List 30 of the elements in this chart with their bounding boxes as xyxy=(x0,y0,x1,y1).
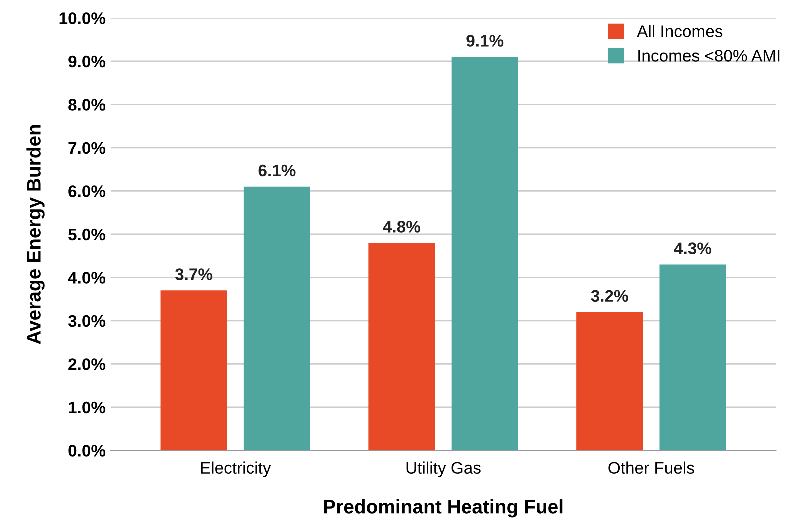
legend-label: All Incomes xyxy=(637,25,723,38)
bar xyxy=(452,57,518,451)
bar xyxy=(576,312,644,451)
y-tick-label: 3.0% xyxy=(68,315,106,328)
y-tick-label: 5.0% xyxy=(68,228,106,241)
x-tick-label: Utility Gas xyxy=(406,462,481,478)
data-label: 3.2% xyxy=(591,290,628,302)
y-tick-label: 2.0% xyxy=(68,358,106,370)
x-axis-title: Predominant Heating Fuel xyxy=(324,500,563,518)
data-label: 4.3% xyxy=(674,242,712,255)
data-label: 3.7% xyxy=(175,268,213,280)
bar xyxy=(160,290,228,451)
bar xyxy=(368,243,436,451)
x-tick-label: Other Fuels xyxy=(608,462,694,474)
y-axis-title: Average Energy Burden xyxy=(26,125,45,344)
legend-label: Incomes <80% AMI xyxy=(638,50,780,62)
y-tick-label: 10.0% xyxy=(60,12,106,24)
y-tick-label: 0.0% xyxy=(68,445,106,457)
bar xyxy=(244,186,310,451)
y-tick-label: 8.0% xyxy=(68,99,106,111)
y-tick-label: 9.0% xyxy=(68,56,106,68)
data-label: 9.1% xyxy=(466,35,504,47)
y-tick-label: 6.0% xyxy=(68,186,106,198)
x-tick-label: Electricity xyxy=(201,462,272,478)
y-tick-label: 1.0% xyxy=(69,402,106,414)
y-tick-label: 7.0% xyxy=(68,142,106,154)
data-label: 4.8% xyxy=(383,221,420,233)
y-tick-label: 4.0% xyxy=(68,272,106,284)
data-label: 6.1% xyxy=(258,164,296,177)
bar xyxy=(660,264,726,451)
